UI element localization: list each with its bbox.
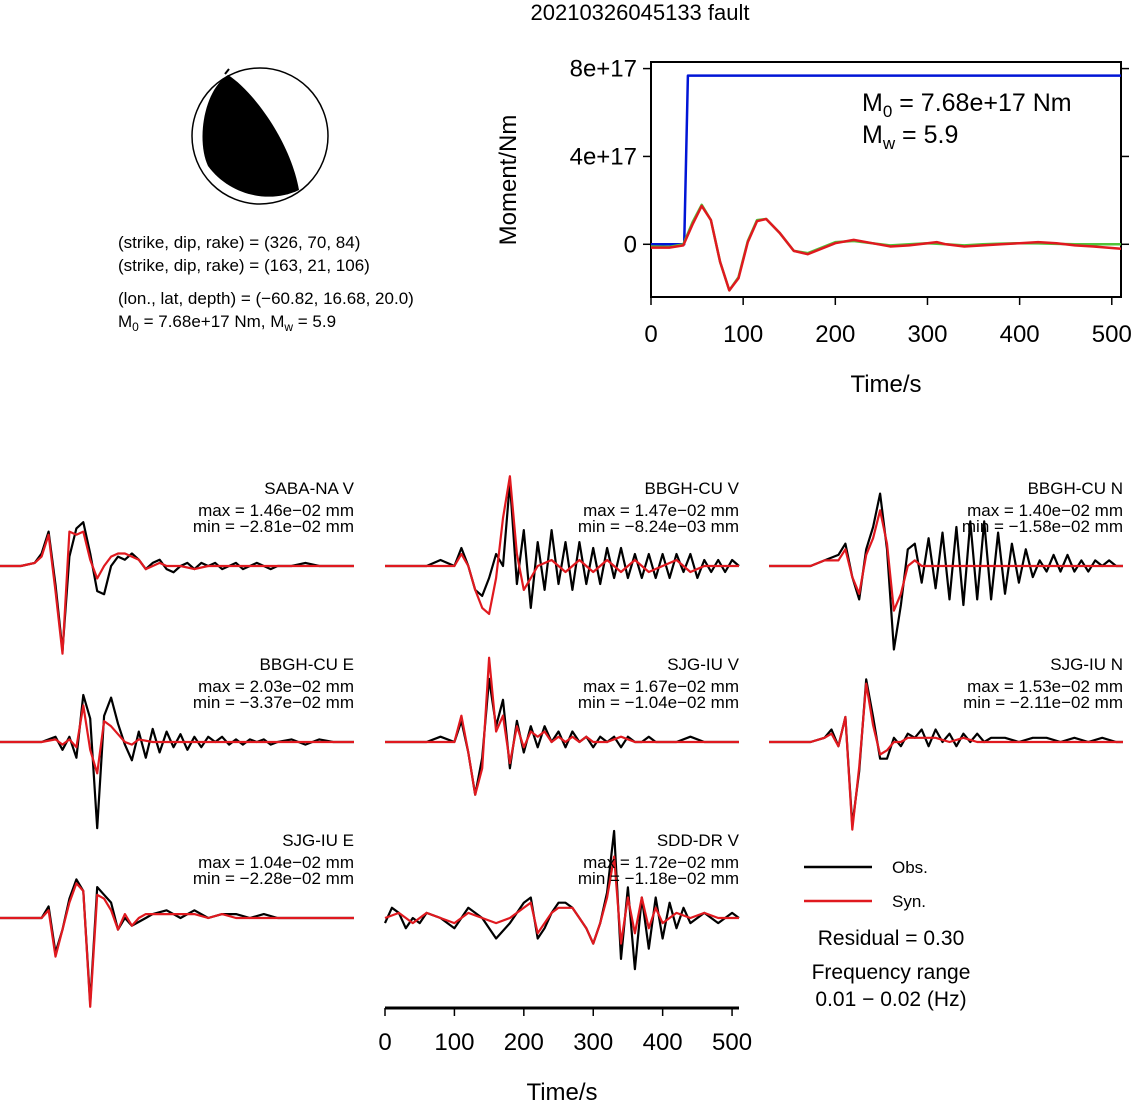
min-amplitude-label: min = −1.58e−02 mm: [962, 517, 1123, 536]
observed-trace: [383, 829, 740, 971]
mw-prefix: M: [862, 121, 883, 149]
frequency-value: 0.01 − 0.02 (Hz): [815, 988, 966, 1011]
m0-prefix: M: [862, 89, 883, 117]
synthetic-trace: [384, 855, 739, 945]
moment-xtick-label: 0: [644, 321, 657, 348]
min-amplitude-label: min = −2.28e−02 mm: [193, 869, 354, 888]
mw-sub: w: [882, 134, 896, 153]
moment-chart-frame: [650, 61, 1122, 298]
moment-xtick-label: 300: [907, 321, 947, 348]
legend: Obs. Syn. Residual = 0.30 Frequency rang…: [804, 858, 970, 1011]
max-amplitude-label: max = 1.47e−02 mm: [583, 501, 739, 520]
station-label: SJG-IU N: [1050, 655, 1123, 674]
waveform-xtick-label: 500: [712, 1029, 752, 1056]
observed-trace: [385, 481, 740, 609]
min-amplitude-label: min = −1.18e−02 mm: [578, 869, 739, 888]
station-label: SABA-NA V: [264, 479, 354, 498]
plane2-label: (strike, dip, rake) = (163, 21, 106): [118, 256, 370, 275]
moment-xlabel: Time/s: [850, 371, 921, 398]
observed-trace: [0, 693, 354, 830]
frequency-label: Frequency range: [812, 961, 971, 984]
moment-m0-annotation: M0 = 7.68e+17 Nm: [862, 89, 1072, 121]
waveform-time-axis: Time/s 0 100 200 300 400 500: [378, 1006, 752, 1104]
min-amplitude-label: min = −1.04e−02 mm: [578, 693, 739, 712]
plane1-label: (strike, dip, rake) = (326, 70, 84): [118, 233, 360, 252]
moment-xtick-label: 400: [1000, 321, 1040, 348]
synthetic-trace: [0, 530, 354, 655]
moment-ytick-label: 8e+17: [570, 56, 637, 83]
mw-rest: = 5.9: [895, 121, 958, 149]
station-label: SJG-IU E: [282, 831, 354, 850]
m0-sub: 0: [883, 102, 892, 121]
waveform-xlabel: Time/s: [526, 1079, 597, 1104]
legend-obs-label: Obs.: [892, 858, 928, 877]
max-amplitude-label: max = 1.40e−02 mm: [967, 501, 1123, 520]
waveform-xtick-label: 100: [434, 1029, 474, 1056]
max-amplitude-label: max = 1.53e−02 mm: [967, 677, 1123, 696]
max-amplitude-label: max = 1.67e−02 mm: [583, 677, 739, 696]
m0-rest: = 7.68e+17 Nm: [892, 89, 1071, 117]
waveform-xtick-label: 200: [504, 1029, 544, 1056]
residual-label: Residual = 0.30: [818, 927, 965, 950]
location-label: (lon., lat, depth) = (−60.82, 16.68, 20.…: [118, 289, 414, 308]
moment-ylabel: Moment/Nm: [495, 115, 522, 246]
max-amplitude-label: max = 1.72e−02 mm: [583, 853, 739, 872]
max-amplitude-label: max = 1.46e−02 mm: [198, 501, 354, 520]
observed-trace: [0, 521, 354, 652]
synthetic-trace: [0, 704, 354, 775]
beachball-icon: [191, 67, 329, 205]
min-amplitude-label: min = −2.81e−02 mm: [193, 517, 354, 536]
moment-ytick-label: 4e+17: [570, 143, 637, 170]
synthetic-trace: [385, 475, 739, 615]
max-amplitude-label: max = 2.03e−02 mm: [198, 677, 354, 696]
moment-cumulative-line: [651, 74, 1121, 246]
waveform-xtick-label: 400: [643, 1029, 683, 1056]
moment-chart: 0 100 200 300 400 500 0 4e+17 8e+17 Moment/Nm Ti…: [495, 56, 1132, 398]
moment-label-sub: 0: [132, 320, 139, 334]
moment-label-m: M: [118, 312, 132, 331]
moment-ytick-label: 0: [624, 231, 637, 258]
moment-rate-red-line: [651, 204, 1122, 292]
synthetic-trace: [769, 682, 1123, 831]
moment-xtick-label: 100: [723, 321, 763, 348]
moment-rate-green-line: [650, 203, 1121, 292]
mechanism-info: (strike, dip, rake) = (326, 70, 84) (str…: [118, 233, 414, 334]
synthetic-trace: [0, 882, 354, 1008]
station-label: SDD-DR V: [657, 831, 740, 850]
moment-label: M0 = 7.68e+17 Nm, Mw = 5.9: [118, 312, 336, 334]
synthetic-trace: [769, 509, 1123, 612]
moment-xtick-label: 500: [1092, 321, 1132, 348]
moment-label-rest: = 7.68e+17 Nm, M: [139, 312, 285, 331]
station-label: BBGH-CU N: [1028, 479, 1123, 498]
page-title: 20210326045133 fault: [531, 0, 750, 25]
moment-xtick-label: 200: [815, 321, 855, 348]
station-label: BBGH-CU V: [645, 479, 740, 498]
station-label: BBGH-CU E: [260, 655, 354, 674]
waveform-xtick-label: 0: [378, 1029, 391, 1056]
mw-label-sub: w: [283, 320, 293, 334]
synthetic-trace: [385, 656, 739, 796]
min-amplitude-label: min = −8.24e−03 mm: [578, 517, 739, 536]
waveform-xtick-label: 300: [573, 1029, 613, 1056]
station-label: SJG-IU V: [667, 655, 739, 674]
min-amplitude-label: min = −3.37e−02 mm: [193, 693, 354, 712]
mw-label-rest: = 5.9: [293, 312, 336, 331]
max-amplitude-label: max = 1.04e−02 mm: [198, 853, 354, 872]
min-amplitude-label: min = −2.11e−02 mm: [963, 693, 1123, 712]
moment-mw-annotation: Mw = 5.9: [862, 121, 958, 153]
legend-syn-label: Syn.: [892, 892, 926, 911]
